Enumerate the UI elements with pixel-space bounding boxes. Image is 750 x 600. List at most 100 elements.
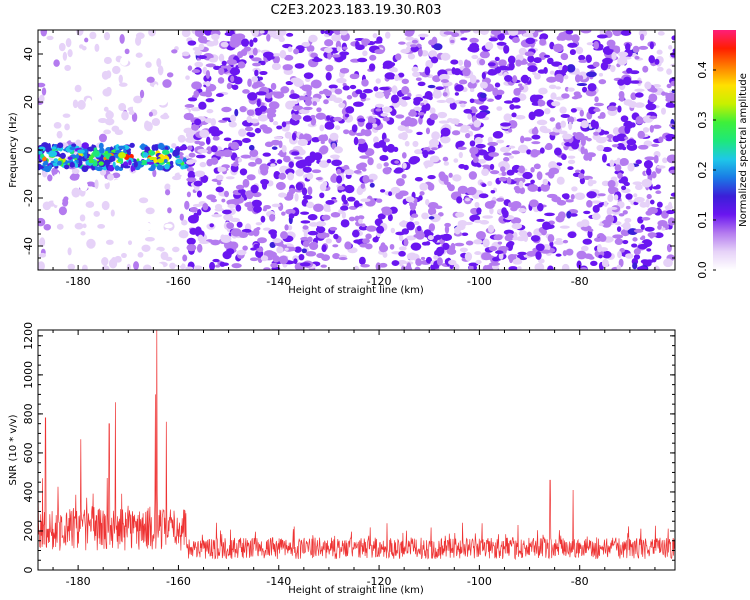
heatmap-cell	[301, 187, 308, 196]
heatmap-cell	[561, 153, 567, 160]
heatmap-cell	[333, 146, 344, 154]
heatmap-cell	[467, 45, 479, 53]
heatmap-cell	[110, 209, 115, 217]
heatmap-cell	[319, 146, 327, 155]
heatmap-cell	[503, 44, 510, 54]
heatmap-cell	[291, 93, 298, 98]
heatmap-cell	[294, 193, 299, 202]
heatmap-cell	[523, 137, 533, 142]
heatmap-cell	[507, 202, 513, 208]
heatmap-cell	[284, 54, 294, 61]
heatmap-cell	[84, 37, 89, 43]
heatmap-cell	[336, 175, 343, 184]
heatmap-cell	[262, 51, 274, 59]
heatmap-cell	[428, 216, 435, 220]
heatmap-cell	[518, 83, 523, 87]
heatmap-cell	[546, 57, 554, 65]
heatmap-cell	[415, 258, 422, 266]
heatmap-cell	[195, 154, 206, 159]
heatmap-cell	[156, 158, 165, 164]
heatmap-cell	[499, 166, 506, 172]
heatmap-cell	[359, 243, 368, 248]
heatmap-cell	[593, 108, 601, 113]
heatmap-cell	[594, 96, 599, 103]
heatmap-cell	[384, 72, 396, 80]
heatmap-cell	[463, 59, 469, 68]
heatmap-cell	[479, 50, 490, 59]
heatmap-cell	[647, 207, 658, 215]
heatmap-cell	[571, 186, 578, 192]
heatmap-cell	[574, 93, 583, 99]
heatmap-cell	[46, 35, 54, 41]
heatmap-cell	[288, 213, 295, 219]
heatmap-cell	[633, 228, 644, 233]
heatmap-cell	[543, 54, 551, 58]
heatmap-cell	[503, 157, 510, 162]
heatmap-cell	[184, 200, 190, 210]
heatmap-cell	[99, 169, 107, 176]
x-tick-label: -100	[467, 575, 492, 588]
heatmap-cell	[275, 181, 286, 191]
heatmap-cell	[260, 166, 269, 176]
heatmap-cell	[463, 221, 473, 226]
heatmap-cell	[603, 200, 608, 207]
heatmap-cell	[38, 43, 43, 53]
x-tick-label: -100	[467, 275, 492, 288]
heatmap-cell	[666, 68, 672, 75]
heatmap-cell	[629, 70, 640, 75]
heatmap-cell	[38, 82, 46, 88]
heatmap-cell	[336, 46, 341, 52]
heatmap-cell	[291, 132, 297, 141]
heatmap-cell	[67, 156, 73, 161]
heatmap-cell	[435, 86, 444, 90]
heatmap-cell	[649, 124, 654, 133]
heatmap-cell	[619, 158, 627, 166]
heatmap-cell	[320, 140, 325, 144]
heatmap-cell	[567, 166, 574, 171]
heatmap-cell	[105, 70, 112, 79]
heatmap-cell	[415, 231, 425, 240]
heatmap-cell	[163, 158, 168, 164]
heatmap-cell	[486, 98, 494, 102]
heatmap-cell	[550, 92, 557, 100]
heatmap-cell	[632, 262, 638, 270]
heatmap-cell	[466, 186, 477, 196]
x-tick-label: -120	[367, 275, 392, 288]
heatmap-cell	[520, 74, 530, 84]
colorbar: 0.0 0.1 0.2 0.3 0.4 Normalized spectral ampl…	[696, 30, 749, 279]
heatmap-cell	[625, 253, 634, 259]
heatmap-cell	[586, 71, 597, 78]
heatmap-cell	[81, 165, 89, 173]
heatmap-cell	[295, 168, 305, 177]
heatmap-cell	[671, 90, 675, 94]
heatmap-cell	[361, 38, 371, 45]
heatmap-cell	[391, 85, 398, 95]
heatmap-cell	[646, 194, 652, 200]
heatmap-cell	[272, 238, 282, 244]
heatmap-cell	[442, 242, 450, 250]
heatmap-cell	[440, 136, 451, 144]
heatmap-cell	[672, 48, 675, 53]
heatmap-cell	[237, 157, 243, 163]
heatmap-cell	[429, 113, 439, 121]
heatmap-cell	[436, 99, 447, 104]
heatmap-cell	[469, 74, 477, 84]
x-tick-label: -160	[166, 275, 191, 288]
heatmap-cell	[273, 136, 283, 140]
heatmap-cell	[540, 249, 551, 254]
heatmap-cell	[53, 121, 62, 129]
heatmap-cell	[431, 147, 438, 151]
snr-x-ticks: -180 -160 -140 -120 -100 -80	[52, 330, 656, 588]
heatmap-cell	[242, 245, 248, 251]
heatmap-cell	[231, 84, 239, 90]
heatmap-cell	[177, 57, 185, 63]
heatmap-cell	[97, 224, 106, 229]
heatmap-cell	[539, 147, 545, 154]
heatmap-cell	[325, 233, 330, 238]
heatmap-cell	[428, 223, 436, 232]
heatmap-cell	[182, 164, 187, 170]
heatmap-cell	[375, 78, 381, 84]
heatmap-cell	[187, 214, 199, 224]
heatmap-cell	[315, 112, 327, 120]
heatmap-cell	[552, 43, 564, 53]
